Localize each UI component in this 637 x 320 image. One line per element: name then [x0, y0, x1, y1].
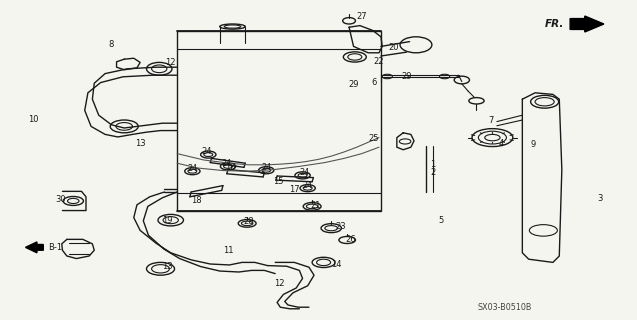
Text: 17: 17: [289, 185, 299, 194]
Text: 27: 27: [357, 12, 367, 21]
Text: 14: 14: [331, 260, 341, 269]
Text: 30: 30: [55, 195, 66, 204]
Text: 7: 7: [488, 116, 493, 125]
Text: 8: 8: [109, 40, 114, 49]
Text: 24: 24: [222, 159, 232, 168]
Text: 5: 5: [439, 216, 444, 225]
Text: 20: 20: [389, 43, 399, 52]
Text: FR.: FR.: [545, 19, 564, 29]
Polygon shape: [25, 242, 43, 253]
Text: 29: 29: [348, 80, 359, 89]
Text: 28: 28: [243, 217, 254, 226]
Text: 19: 19: [162, 216, 172, 225]
Text: 24: 24: [187, 164, 197, 173]
Text: 13: 13: [135, 139, 145, 148]
Text: 24: 24: [202, 148, 212, 156]
Text: 24: 24: [261, 163, 271, 172]
Text: 1: 1: [431, 160, 436, 169]
Text: 10: 10: [28, 115, 38, 124]
Text: 25: 25: [369, 134, 379, 143]
Text: 26: 26: [345, 235, 355, 244]
Text: 29: 29: [401, 72, 412, 81]
Text: SX03-B0510B: SX03-B0510B: [478, 303, 532, 312]
Text: 24: 24: [303, 181, 313, 190]
Text: 12: 12: [274, 279, 284, 288]
Text: 13: 13: [162, 262, 173, 271]
Text: 22: 22: [374, 57, 384, 66]
Polygon shape: [570, 16, 604, 32]
Text: 15: 15: [273, 177, 283, 186]
Text: 24: 24: [299, 168, 310, 177]
Text: 3: 3: [598, 194, 603, 203]
Text: 4: 4: [499, 139, 504, 148]
Text: 2: 2: [431, 168, 436, 177]
Text: B-1: B-1: [48, 243, 62, 252]
Text: 9: 9: [531, 140, 536, 149]
Text: 11: 11: [223, 246, 233, 255]
Text: 23: 23: [336, 222, 346, 231]
Text: 6: 6: [372, 78, 377, 87]
Text: 21: 21: [310, 201, 320, 210]
Text: 18: 18: [191, 196, 201, 205]
Text: 16: 16: [225, 163, 236, 172]
Text: 12: 12: [166, 58, 176, 67]
